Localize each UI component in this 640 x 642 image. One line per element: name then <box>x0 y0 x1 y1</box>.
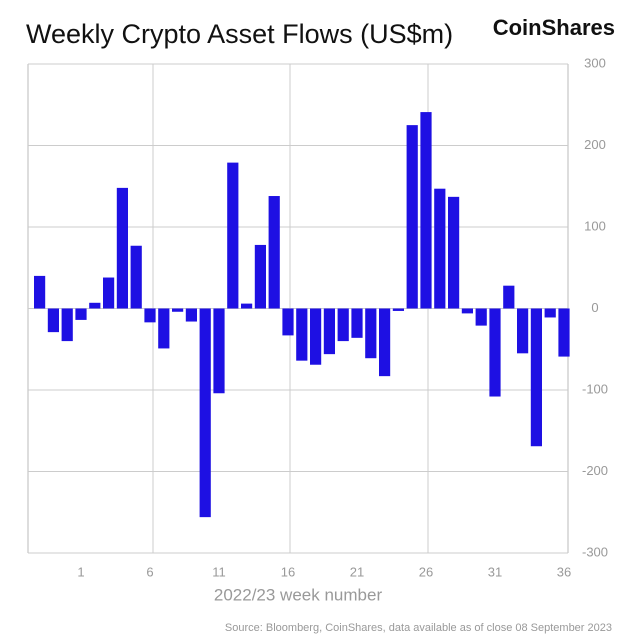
bar <box>296 308 308 361</box>
bar <box>213 308 225 394</box>
bar <box>379 308 391 377</box>
bar <box>503 285 515 309</box>
y-tick-label: -100 <box>582 381 608 396</box>
bar <box>144 308 156 323</box>
x-tick-label: 16 <box>281 564 295 579</box>
bar <box>75 308 87 320</box>
bar <box>489 308 501 397</box>
bar <box>268 196 280 309</box>
bar <box>158 308 170 349</box>
bar <box>420 112 432 309</box>
bar <box>199 308 211 518</box>
y-tick-label: 100 <box>584 218 606 233</box>
x-tick-label: 26 <box>419 564 433 579</box>
bar <box>323 308 335 355</box>
bar <box>241 303 253 309</box>
bar <box>61 308 73 342</box>
bar <box>130 245 142 309</box>
bar <box>89 302 101 309</box>
x-tick-label: 36 <box>557 564 571 579</box>
bar <box>461 308 473 314</box>
bar <box>172 308 184 312</box>
bar <box>103 277 115 309</box>
y-tick-label: -300 <box>582 544 608 559</box>
x-tick-label: 21 <box>350 564 364 579</box>
bar <box>351 308 363 338</box>
bar <box>254 244 266 309</box>
y-tick-label: 300 <box>584 55 606 70</box>
y-tick-label: 0 <box>591 300 598 315</box>
bar <box>406 125 418 309</box>
chart-title: Weekly Crypto Asset Flows (US$m) <box>26 19 453 49</box>
y-tick-label: 200 <box>584 137 606 152</box>
bar <box>282 308 294 336</box>
bar <box>448 196 460 309</box>
bar <box>530 308 542 447</box>
bar <box>185 308 197 322</box>
x-tick-label: 6 <box>146 564 153 579</box>
x-tick-label: 1 <box>77 564 84 579</box>
bar <box>227 162 239 309</box>
bar <box>558 308 570 357</box>
bar <box>517 308 529 354</box>
bar <box>116 187 128 309</box>
bar <box>434 188 446 309</box>
bar <box>337 308 349 342</box>
bar <box>47 308 59 333</box>
bar <box>392 308 404 311</box>
bar <box>365 308 377 359</box>
bar <box>310 308 322 365</box>
x-axis-label: 2022/23 week number <box>214 585 383 604</box>
x-tick-label: 31 <box>488 564 502 579</box>
source: Source: Bloomberg, CoinShares, data avai… <box>225 622 612 634</box>
bar <box>475 308 487 326</box>
y-tick-label: -200 <box>582 463 608 478</box>
bar <box>544 308 556 318</box>
brand: CoinShares <box>493 15 615 40</box>
x-tick-label: 11 <box>212 564 226 579</box>
bar <box>34 275 46 309</box>
